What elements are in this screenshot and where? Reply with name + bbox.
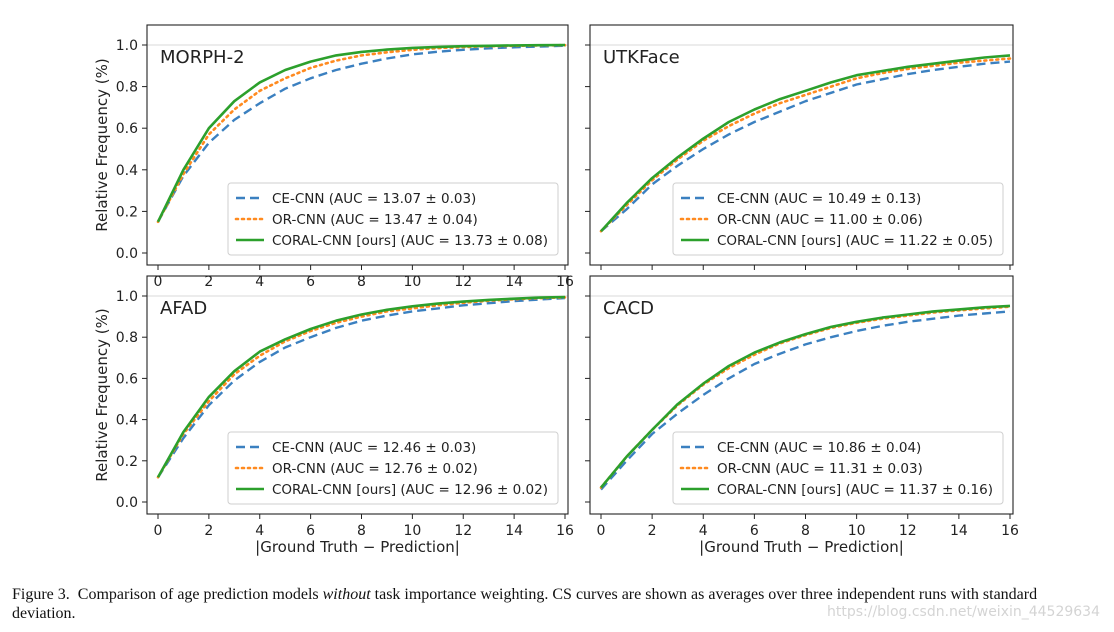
x-axis-label: |Ground Truth − Prediction| xyxy=(699,538,904,556)
caption-text-before: Comparison of age prediction models xyxy=(77,586,319,603)
legend-entry: CORAL-CNN [ours] (AUC = 12.96 ± 0.02) xyxy=(272,482,548,498)
x-tick-label: 12 xyxy=(454,274,472,290)
chart-panel-1: 0 2 4 6 8 10 12 14 16 0.0 0.2 0.4 0.6 0.8 1.0 MORPH-2 Re… xyxy=(93,24,574,290)
legend-entry: CE-CNN (AUC = 13.07 ± 0.03) xyxy=(272,191,476,207)
legend-entry: CE-CNN (AUC = 12.46 ± 0.03) xyxy=(272,440,476,456)
series-line-coral xyxy=(156,295,566,478)
legend-entry: CE-CNN (AUC = 10.86 ± 0.04) xyxy=(717,440,921,456)
y-axis-label: Relative Frequency (%) xyxy=(93,58,111,231)
legend-entry: CORAL-CNN [ours] (AUC = 11.37 ± 0.16) xyxy=(717,482,993,498)
legend-entry: OR-CNN (AUC = 11.00 ± 0.06) xyxy=(717,212,923,228)
x-tick-label: 16 xyxy=(556,523,574,539)
watermark: https://blog.csdn.net/weixin_44529634 xyxy=(826,604,1100,620)
legend-box xyxy=(227,182,559,256)
series-line-ce xyxy=(600,60,1011,233)
series-line-or xyxy=(156,43,567,224)
axes-frame xyxy=(146,275,569,515)
series-line-ce xyxy=(600,310,1011,491)
chart-panel-3: 0 2 4 6 8 10 12 14 16 0.0 0.2 0.4 0.6 0.8 1.0 AFAD Relat… xyxy=(93,275,574,556)
legend: CE-CNN (AUC = 13.07 ± 0.03) OR-CNN (AUC =… xyxy=(227,182,559,256)
axes-frame xyxy=(146,24,569,266)
series-line-or xyxy=(156,296,567,479)
x-tick-label: 16 xyxy=(556,274,574,290)
axes-frame xyxy=(589,24,1014,266)
x-tick-label: 14 xyxy=(505,523,523,539)
chart-title: CACD xyxy=(603,298,654,319)
x-tick-label: 8 xyxy=(801,523,810,539)
x-tick-label: 12 xyxy=(899,523,917,539)
legend-box xyxy=(672,431,1004,505)
y-tick-label: 0.6 xyxy=(116,121,138,137)
axes-frame xyxy=(589,275,1014,515)
y-tick-label: 1.0 xyxy=(116,38,138,54)
series-line-ce xyxy=(156,44,566,223)
legend-entry: OR-CNN (AUC = 11.31 ± 0.03) xyxy=(717,461,923,477)
x-tick-label: 0 xyxy=(154,274,163,290)
chart-panel-2: UTKFace CE-CNN (AUC = 10.49 ± 0.13) OR-CNN… xyxy=(585,24,1014,270)
legend-entry: CE-CNN (AUC = 10.49 ± 0.13) xyxy=(717,191,921,207)
y-tick-label: 0.8 xyxy=(116,80,138,96)
x-tick-label: 2 xyxy=(204,274,213,290)
x-tick-label: 0 xyxy=(597,523,606,539)
x-tick-label: 6 xyxy=(306,274,315,290)
x-tick-label: 14 xyxy=(950,523,968,539)
legend-entry: CORAL-CNN [ours] (AUC = 13.73 ± 0.08) xyxy=(272,233,548,249)
x-tick-label: 2 xyxy=(204,523,213,539)
y-tick-label: 0.4 xyxy=(116,163,138,179)
legend-entry: CORAL-CNN [ours] (AUC = 11.22 ± 0.05) xyxy=(717,233,993,249)
y-tick-label: 0.8 xyxy=(116,330,138,346)
chart-title: MORPH-2 xyxy=(160,47,245,68)
y-axis-label: Relative Frequency (%) xyxy=(93,308,111,481)
series-line-coral xyxy=(599,304,1011,489)
y-tick-label: 0.4 xyxy=(116,413,138,429)
y-tick-label: 0.6 xyxy=(116,371,138,387)
x-tick-label: 0 xyxy=(154,523,163,539)
figure-caption: Figure 3. Comparison of age prediction m… xyxy=(12,585,1102,623)
y-tick-label: 1.0 xyxy=(116,289,138,305)
legend-box xyxy=(672,182,1004,256)
caption-text-after: task importance weighting. CS curves are… xyxy=(12,586,1038,622)
legend: CE-CNN (AUC = 10.86 ± 0.04) OR-CNN (AUC =… xyxy=(672,431,1004,505)
legend-entry: OR-CNN (AUC = 13.47 ± 0.04) xyxy=(272,212,478,228)
x-tick-label: 2 xyxy=(648,523,657,539)
x-tick-label: 10 xyxy=(848,523,866,539)
y-tick-label: 0.0 xyxy=(116,246,138,262)
y-tick-label: 0.2 xyxy=(116,454,138,470)
legend-box xyxy=(227,431,559,505)
series-line-coral xyxy=(156,43,566,223)
legend: CE-CNN (AUC = 12.46 ± 0.03) OR-CNN (AUC =… xyxy=(227,431,559,505)
x-tick-label: 4 xyxy=(699,523,708,539)
x-tick-label: 14 xyxy=(505,274,523,290)
x-tick-label: 10 xyxy=(403,523,421,539)
x-tick-label: 12 xyxy=(454,523,472,539)
x-axis-label: |Ground Truth − Prediction| xyxy=(255,538,460,556)
x-tick-label: 16 xyxy=(1001,523,1019,539)
series-line-coral xyxy=(600,54,1011,233)
y-tick-label: 0.2 xyxy=(116,204,138,220)
chart-title: UTKFace xyxy=(603,47,680,68)
legend-entry: OR-CNN (AUC = 12.76 ± 0.02) xyxy=(272,461,478,477)
x-tick-label: 8 xyxy=(357,523,366,539)
x-tick-label: 10 xyxy=(403,274,421,290)
figure: 0 2 4 6 8 10 12 14 16 0.0 0.2 0.4 0.6 0.8 1.0 MORPH-2 Re… xyxy=(93,24,1019,556)
x-tick-label: 6 xyxy=(750,523,759,539)
y-tick-label: 0.0 xyxy=(116,495,138,511)
x-tick-label: 4 xyxy=(255,523,264,539)
chart-title: AFAD xyxy=(160,298,207,319)
chart-panel-4: 0 2 4 6 8 10 12 14 16 CACD |Ground Truth − Predict… xyxy=(585,275,1019,556)
series-line-or xyxy=(599,57,1012,233)
x-tick-label: 6 xyxy=(306,523,315,539)
caption-emphasis: without xyxy=(322,586,371,603)
legend: CE-CNN (AUC = 10.49 ± 0.13) OR-CNN (AUC =… xyxy=(672,182,1004,256)
x-tick-label: 8 xyxy=(357,274,366,290)
caption-label: Figure 3. xyxy=(12,586,70,603)
x-tick-label: 4 xyxy=(255,274,264,290)
